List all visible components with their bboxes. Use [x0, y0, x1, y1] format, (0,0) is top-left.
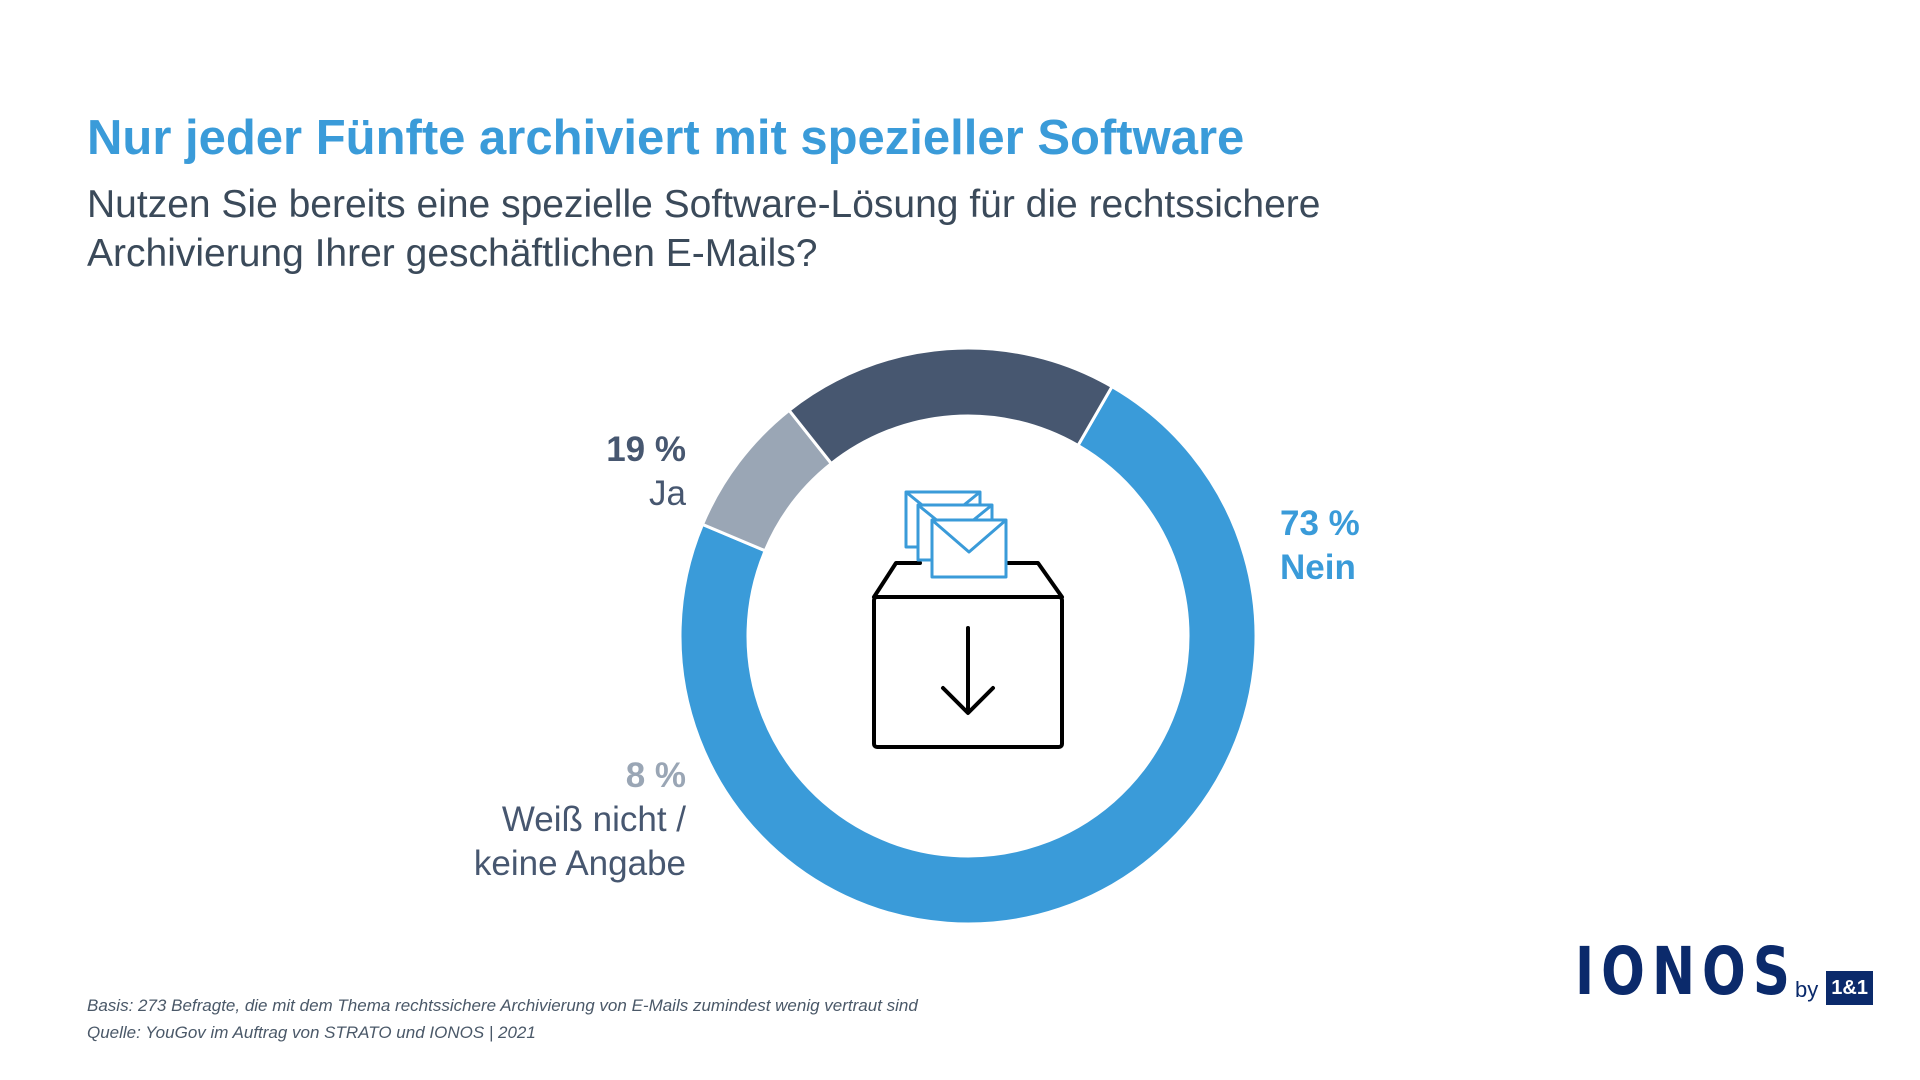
slice-label-nein: 73 % Nein	[1280, 502, 1360, 590]
donut-slice-nein	[678, 384, 1258, 926]
logo-badge: 1&1	[1826, 971, 1873, 1005]
logo-wordmark: IONOS	[1575, 933, 1797, 1010]
logo-by: by	[1795, 977, 1819, 1002]
ballot-box-with-envelopes-icon	[872, 561, 1064, 749]
slice-category-nein: Nein	[1280, 548, 1356, 587]
page-title: Nur jeder Fünfte archiviert mit speziell…	[87, 111, 1245, 165]
slice-label-ja: 19 % Ja	[606, 428, 686, 516]
slice-label-weiss-nicht: 8 % Weiß nicht / keine Angabe	[474, 754, 686, 886]
slice-value-weiss-nicht: 8 %	[625, 756, 686, 795]
donut-slice-ja	[787, 346, 1115, 466]
footnote-basis: Basis: 273 Befragte, die mit dem Thema r…	[87, 996, 918, 1015]
ionos-logo: IONOS by 1&1	[1575, 935, 1873, 1005]
slice-value-ja: 19 %	[606, 430, 686, 469]
slice-category-weiss-nicht-line1: Weiß nicht /	[501, 800, 686, 839]
envelope-icon	[904, 490, 1008, 579]
slice-category-weiss-nicht-line2: keine Angabe	[473, 844, 686, 883]
footnote-source: Quelle: YouGov im Auftrag von STRATO und…	[87, 1023, 536, 1042]
survey-question: Nutzen Sie bereits eine spezielle Softwa…	[87, 183, 1321, 275]
slice-value-nein: 73 %	[1280, 504, 1360, 543]
slice-category-ja: Ja	[649, 474, 686, 513]
